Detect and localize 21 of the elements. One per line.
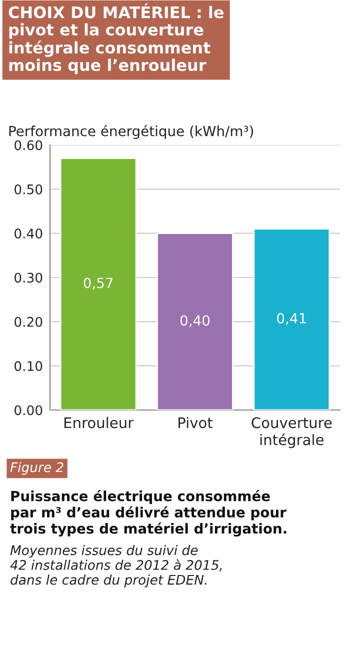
- bar: [156, 232, 234, 410]
- y-tick-label: 0.10: [14, 361, 42, 372]
- y-tick-label: 0.20: [14, 316, 42, 327]
- data-label: 0,40: [180, 315, 210, 328]
- text: Puissance électrique consommée par m³ d’eau délivré attendue pour trois types de matériel d’irrigation.: [10, 490, 286, 537]
- y-axis-title: Performance énergétique (kWh/m³): [9, 125, 254, 139]
- text: Moyennes issues du suivi de 42 installations de 2012 à 2015, dans le cadre du projet EDEN.: [10, 545, 222, 588]
- bar: [60, 158, 137, 410]
- x-tick-label: Enrouleur: [64, 416, 134, 428]
- y-tick-label: 0.00: [14, 405, 42, 416]
- x-tick-label: Couverture intégrale: [252, 417, 332, 448]
- y-tick-label: 0.30: [14, 272, 42, 283]
- chart-title: CHOIX DU MATÉRIEL : le pivot et la couverture intégrale consomment moins que l’enrouleur: [8, 3, 224, 74]
- bar: [253, 228, 330, 410]
- y-tick-label: 0.50: [14, 184, 42, 194]
- y-tick-label: 0.60: [14, 140, 42, 150]
- y-tick-label: 0.40: [14, 228, 42, 239]
- data-label: 0,57: [84, 278, 113, 290]
- caption: Figure 2: [10, 462, 64, 475]
- data-label: 0,41: [277, 312, 306, 325]
- x-tick-label: Pivot: [178, 416, 213, 428]
